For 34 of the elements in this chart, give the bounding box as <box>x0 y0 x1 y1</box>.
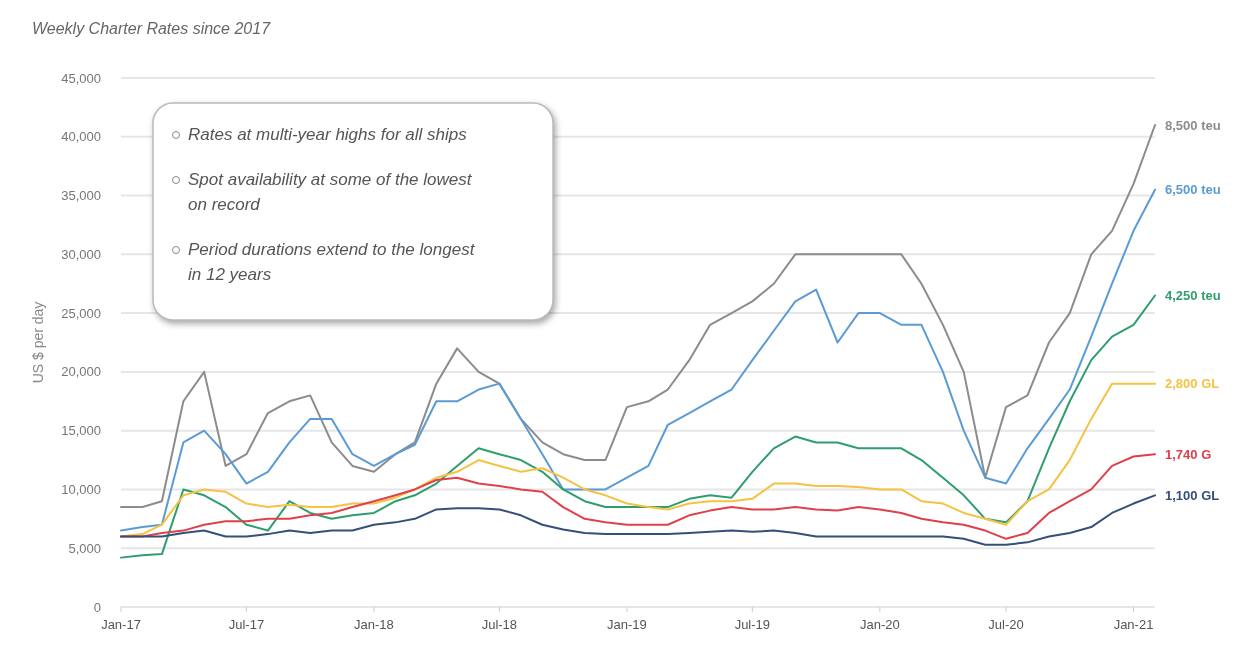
x-tick-label: Jan-19 <box>607 617 647 632</box>
x-tick-label: Jan-17 <box>101 617 141 632</box>
line-series <box>120 124 1156 509</box>
y-tick-label: 5,000 <box>68 540 101 556</box>
x-tick-label: Jul-18 <box>481 617 518 632</box>
annotation: Rates at multi-year highs for all ships <box>188 125 468 144</box>
y-tick-label: 45,000 <box>61 70 101 86</box>
y-tick-label: 15,000 <box>61 423 101 439</box>
y-tick-label: 35,000 <box>61 188 101 204</box>
y-tick-label: 25,000 <box>61 305 101 321</box>
series-label: 1,740 G <box>1165 446 1212 462</box>
line-series <box>120 294 1156 559</box>
y-tick-label: 40,000 <box>61 129 101 145</box>
y-tick-label: 10,000 <box>61 481 101 497</box>
y-tick-label: 30,000 <box>61 246 101 262</box>
line-series <box>120 188 1156 532</box>
y-tick-label: 20,000 <box>61 364 101 380</box>
series-label: 8,500 teu <box>1165 117 1221 133</box>
x-tick-label: Jul-20 <box>988 617 1024 632</box>
x-tick-label: Jan-18 <box>354 617 394 632</box>
series-label: 4,250 teu <box>1165 288 1221 304</box>
x-tick-label: Jan-20 <box>859 617 900 632</box>
series-label: 6,500 teu <box>1165 182 1221 198</box>
line-series <box>120 494 1156 546</box>
x-tick-label: Jul-19 <box>734 617 771 632</box>
annotation: Period durations extend to the longest in 12 years <box>188 240 476 284</box>
annotation: Spot availability at some of the lowest on record <box>188 170 473 214</box>
y-axis-title: US $ per day <box>30 301 46 384</box>
series-label: 2,800 GL <box>1165 376 1220 392</box>
y-tick-label: 0 <box>93 599 101 615</box>
x-tick-label: Jul-17 <box>228 617 265 632</box>
chart-title: Weekly Charter Rates since 2017 <box>32 20 272 37</box>
series-label: 1,100 GL <box>1165 487 1220 503</box>
x-tick-label: Jan-21 <box>1113 617 1154 632</box>
